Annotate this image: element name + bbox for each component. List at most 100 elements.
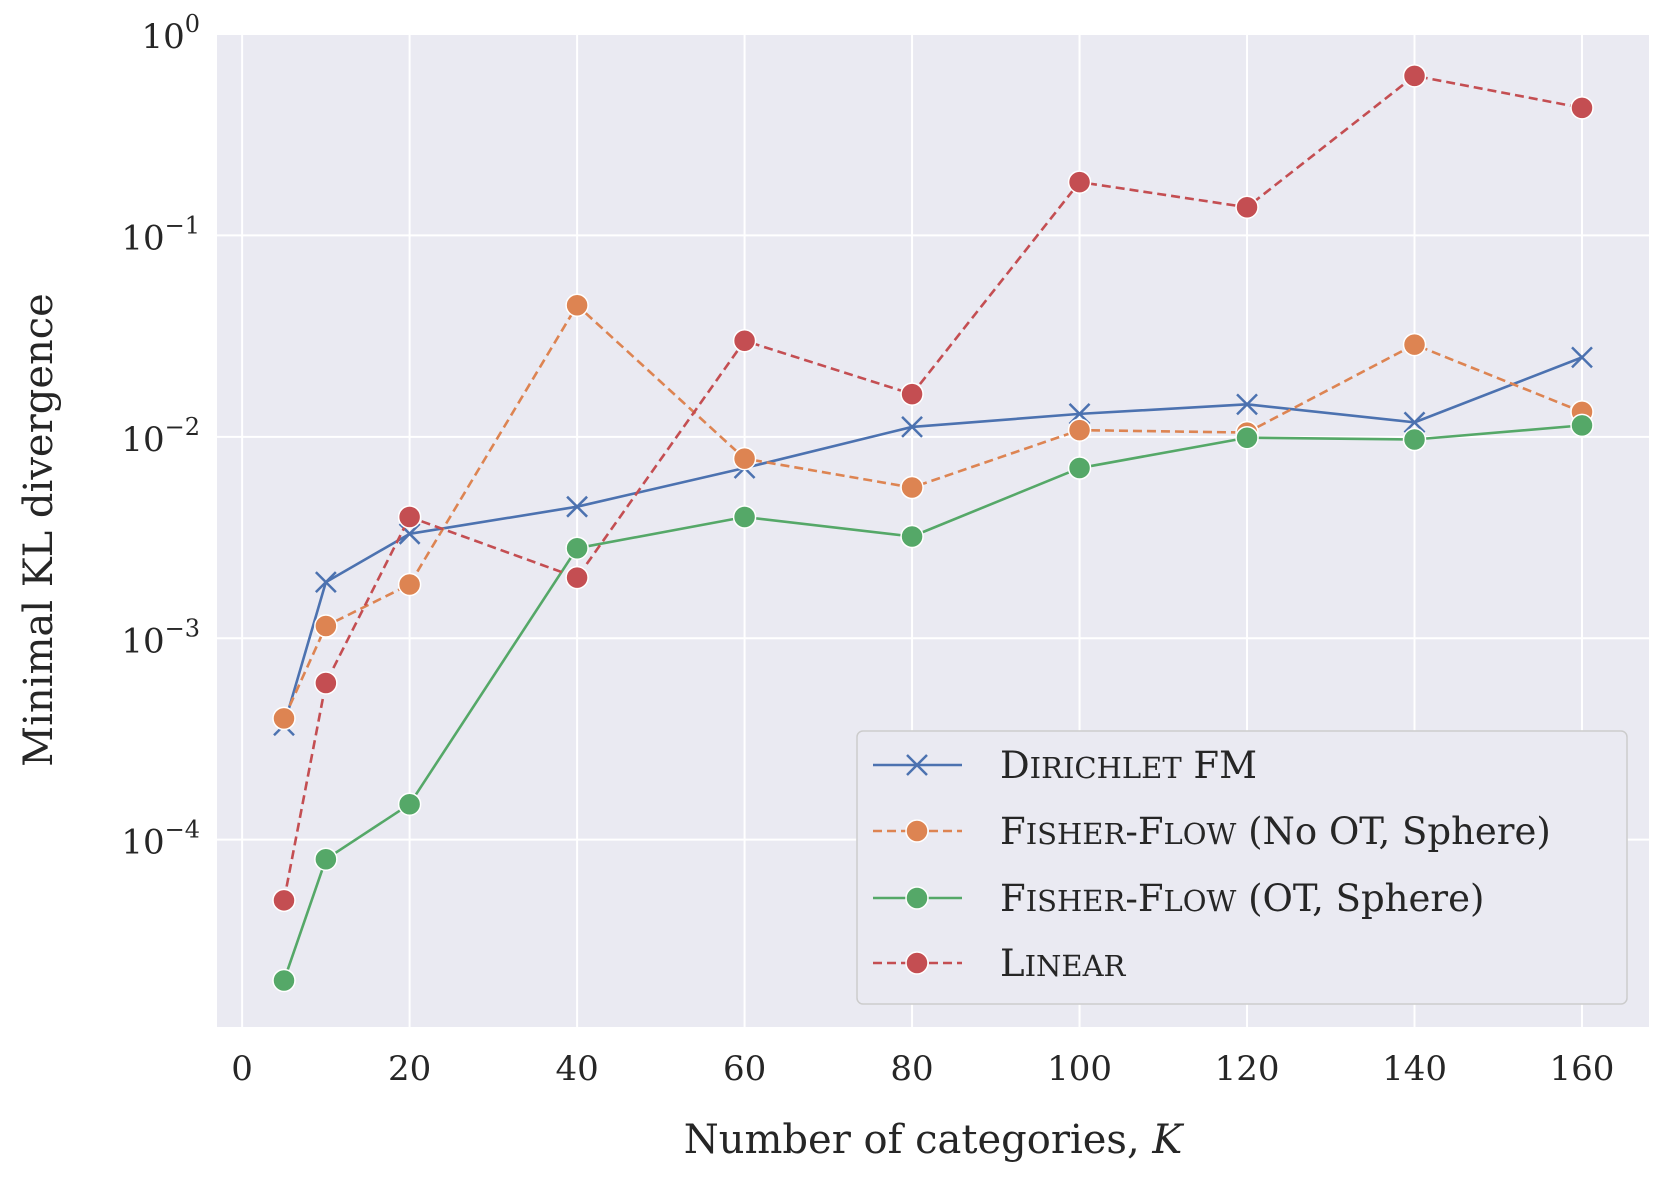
data-point	[272, 968, 296, 993]
data-point	[1235, 425, 1259, 450]
legend-label-part: FM	[1182, 744, 1257, 787]
series-line	[282, 74, 1583, 901]
y-axis-label: Minimal KL divergence	[16, 293, 62, 767]
data-point	[397, 505, 422, 529]
x-tick-labels: 0 20 40 60 80 100 120 140 160	[231, 1049, 1614, 1089]
data-point	[1067, 170, 1092, 194]
data-point	[314, 671, 338, 695]
data-point	[565, 293, 589, 318]
legend-label-part: IRICHLET	[1030, 751, 1183, 785]
legend-item: LINEAR	[873, 942, 1127, 985]
x-tick-label: 140	[1382, 1049, 1447, 1089]
data-point	[397, 792, 422, 816]
legend-marker	[906, 754, 928, 776]
data-point	[314, 847, 338, 871]
legend-item: DIRICHLET FM	[873, 744, 1257, 787]
data-point	[900, 524, 924, 549]
data-point	[1402, 64, 1427, 88]
legend-label-part: ISHER	[1026, 817, 1127, 851]
data-point	[397, 572, 422, 597]
data-point	[1402, 332, 1427, 357]
x-tick-label: 160	[1550, 1049, 1615, 1089]
y-tick-label: 10−1	[121, 211, 200, 258]
series-line	[282, 303, 1583, 719]
y-tick-power: −1	[165, 211, 200, 239]
legend-item: FISHER-FLOW (OT, Sphere)	[873, 877, 1484, 920]
x-axis-label-text: Number of categories,	[684, 1117, 1140, 1163]
data-point	[566, 495, 588, 518]
legend-label-part: ISHER	[1026, 884, 1127, 918]
legend-label-part: -F	[1125, 810, 1163, 853]
data-series	[272, 64, 1594, 993]
x-axis-label: Number of categories, K	[684, 1117, 1185, 1163]
legend-label: FISHER-FLOW (OT, Sphere)	[1000, 877, 1484, 920]
x-tick-label: 80	[890, 1049, 933, 1089]
data-point	[314, 614, 338, 638]
data-point	[272, 888, 296, 913]
data-point	[1570, 413, 1594, 438]
legend-label-part: (OT, Sphere)	[1236, 877, 1484, 920]
series-fisher-flow-ot-sphere	[272, 413, 1594, 993]
data-point	[1402, 427, 1427, 452]
legend-label-part: INEAR	[1025, 949, 1127, 983]
data-point	[732, 328, 757, 353]
data-point	[1235, 195, 1259, 219]
y-tick-label: 10−4	[121, 816, 200, 863]
y-tick-power: −3	[165, 614, 200, 642]
data-point	[314, 571, 337, 593]
data-point	[565, 536, 589, 560]
data-point	[1067, 418, 1092, 442]
y-tick-power: 0	[185, 10, 200, 38]
y-tick-base: 10	[121, 420, 164, 460]
x-tick-label: 60	[723, 1049, 766, 1089]
y-tick-base: 10	[141, 17, 184, 57]
data-point	[1236, 393, 1258, 416]
legend-box	[856, 730, 1628, 1005]
x-tick-label: 100	[1047, 1049, 1112, 1089]
legend-label-part: -F	[1125, 877, 1163, 920]
data-point	[398, 522, 421, 545]
series-line	[282, 356, 1583, 726]
legend-label-part: (No OT, Sphere)	[1236, 810, 1550, 853]
legend-marker	[905, 886, 929, 910]
legend-label-part: LOW	[1164, 817, 1237, 851]
y-tick-power: −2	[165, 413, 200, 441]
data-point	[732, 505, 757, 529]
data-point	[900, 475, 924, 500]
x-tick-label: 20	[388, 1049, 431, 1089]
y-tick-base: 10	[121, 621, 164, 661]
y-tick-label: 10−2	[121, 413, 200, 460]
legend-item: FISHER-FLOW (No OT, Sphere)	[873, 810, 1551, 853]
legend-marker	[905, 951, 929, 975]
x-axis-label-variable: K	[1151, 1117, 1184, 1163]
legend-label-part: LOW	[1164, 884, 1237, 918]
legend-marker	[905, 819, 929, 843]
legend-label-part: D	[1000, 744, 1030, 787]
legend-label-part: F	[1000, 877, 1026, 920]
legend-label: LINEAR	[1000, 942, 1127, 985]
legend-label: DIRICHLET FM	[1000, 744, 1257, 787]
legend-label: FISHER-FLOW (No OT, Sphere)	[1000, 810, 1551, 853]
data-point	[565, 565, 589, 590]
series-dirichlet-fm	[273, 346, 1593, 737]
data-point	[1067, 456, 1092, 480]
x-tick-label: 120	[1215, 1049, 1280, 1089]
y-tick-label: 10−3	[121, 614, 200, 661]
series-linear	[272, 64, 1594, 913]
data-point	[732, 446, 757, 471]
y-tick-label: 100	[141, 10, 200, 57]
x-tick-label: 40	[555, 1049, 598, 1089]
legend-label-part: L	[1000, 942, 1025, 985]
data-point	[1403, 411, 1426, 434]
data-point	[901, 416, 923, 438]
y-tick-base: 10	[121, 823, 164, 863]
series-line	[282, 424, 1583, 981]
legend-label-part: F	[1000, 810, 1026, 853]
data-point	[900, 382, 924, 406]
data-point	[1571, 346, 1593, 369]
data-point	[1570, 96, 1594, 120]
x-tick-label: 0	[231, 1049, 253, 1089]
